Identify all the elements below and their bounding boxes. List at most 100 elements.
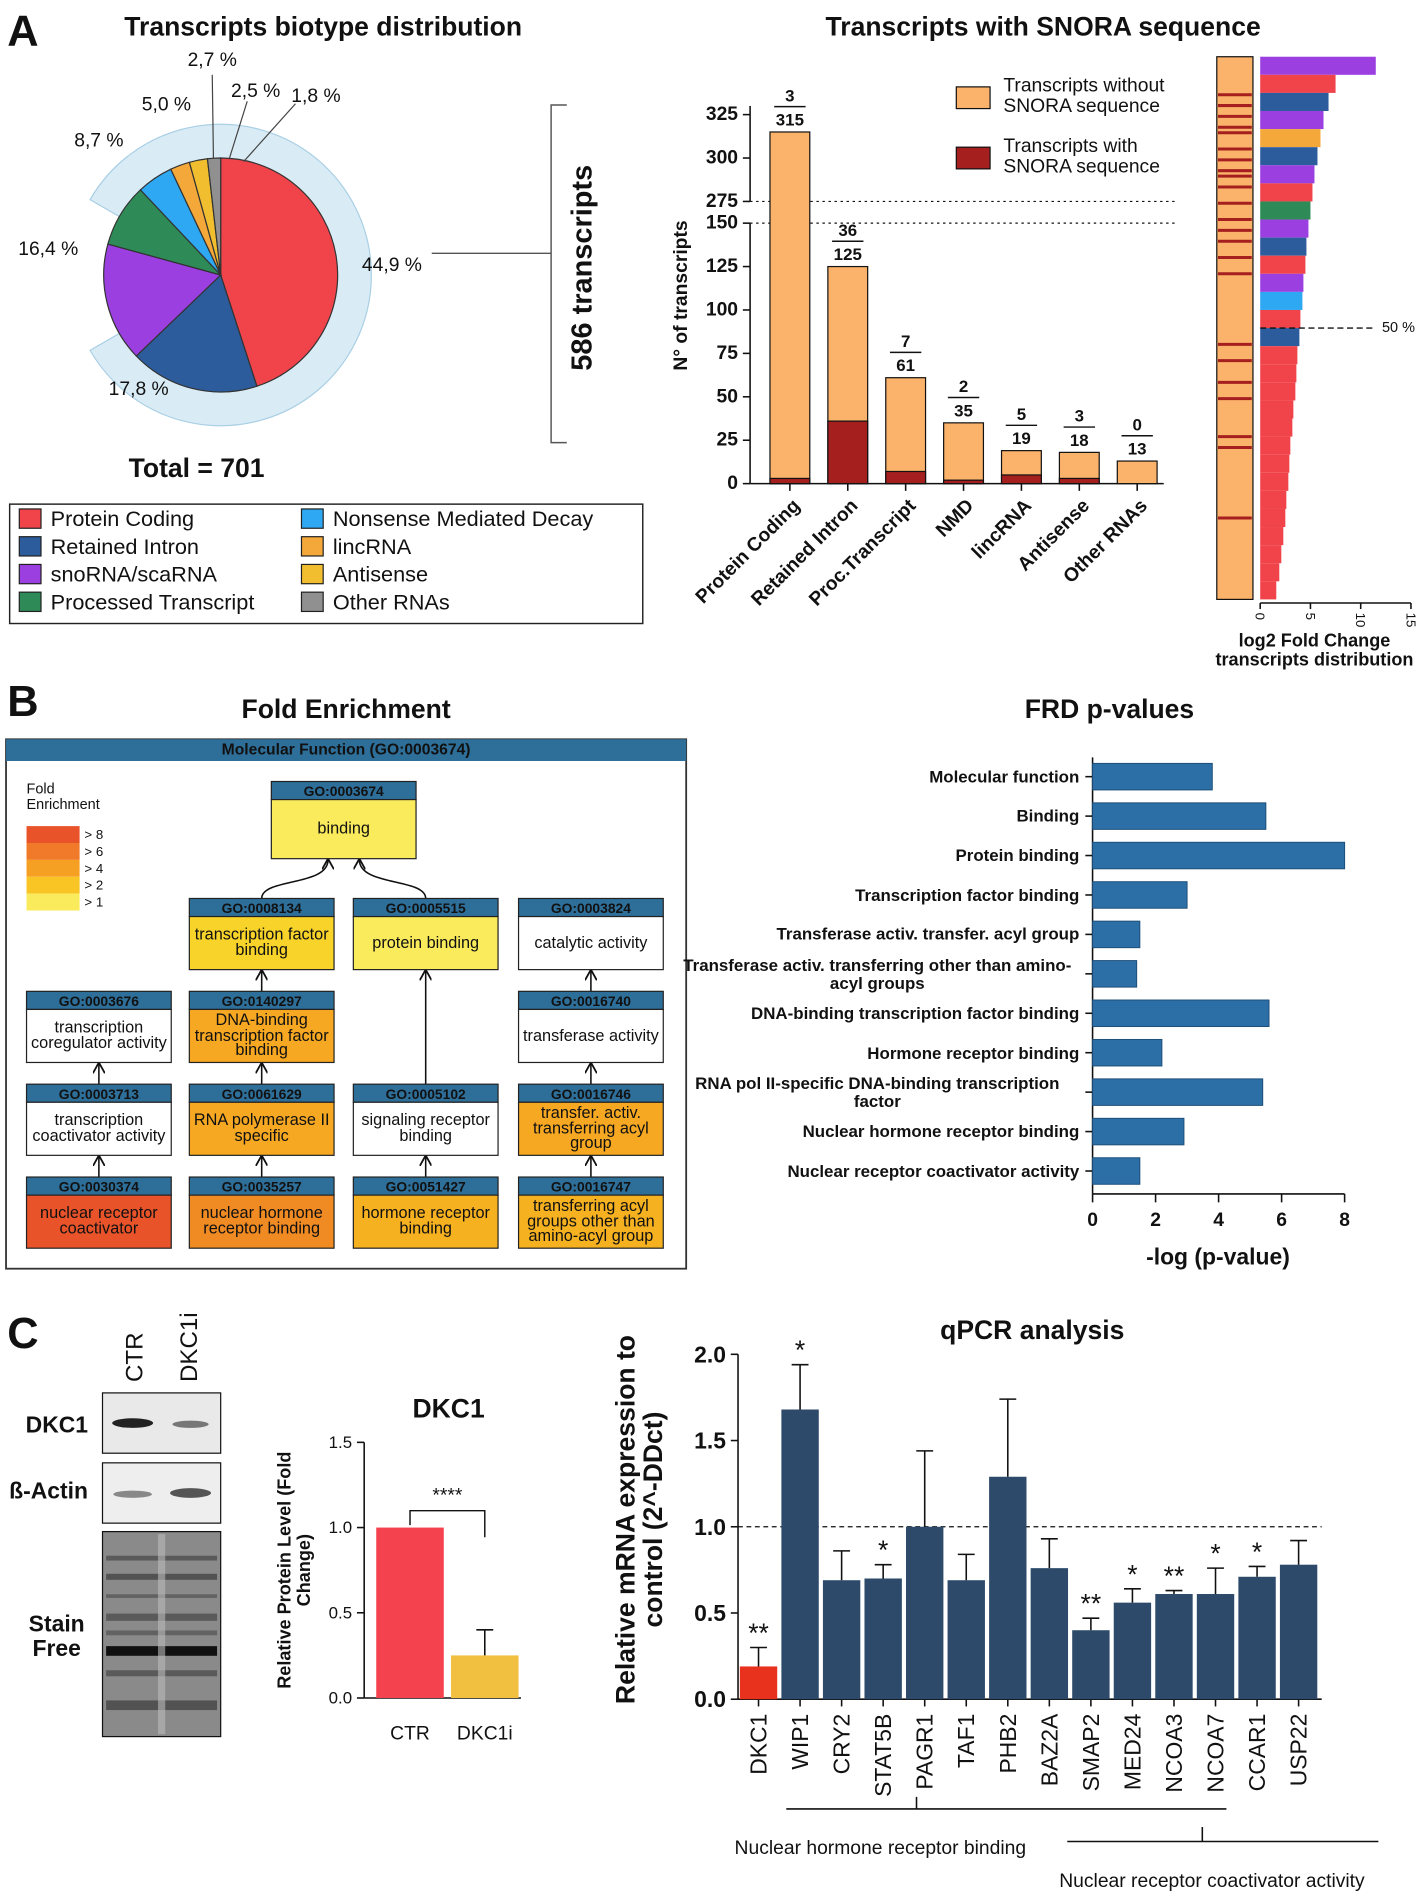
row-label-box: Stain Free xyxy=(29,1613,85,1661)
legend-label: > 6 xyxy=(84,844,103,859)
x-tick-label: NCOA3 xyxy=(1161,1714,1187,1793)
bar xyxy=(864,1578,902,1700)
y-axis-label-box: Relative Protein Level (Fold Change) xyxy=(275,1452,314,1689)
x-tick-label: CTR xyxy=(390,1724,430,1745)
bar xyxy=(1260,165,1315,184)
node-body xyxy=(25,1008,172,1064)
data-label: 61 xyxy=(896,356,915,375)
y-tick-label: Hormone receptor binding xyxy=(867,1042,1080,1062)
slice-label: 2,7 % xyxy=(188,50,237,71)
significance-label: **** xyxy=(432,1486,463,1507)
x-tick-label: WIP1 xyxy=(787,1714,813,1770)
y-tick-label: Transferase activ. transfer. acyl group xyxy=(776,924,1080,944)
y-tick-label: 25 xyxy=(717,430,739,451)
strip-column xyxy=(1216,56,1254,601)
node-body xyxy=(25,1101,172,1156)
bar xyxy=(1092,1078,1264,1106)
legend-swatch xyxy=(300,508,324,529)
y-tick-label: Transferase activ. transferring other th… xyxy=(683,954,1072,992)
x-tick-label: 4 xyxy=(1213,1210,1224,1231)
x-tick-label: 6 xyxy=(1276,1210,1287,1231)
panel-letter: C xyxy=(7,1310,38,1358)
node-id: GO:0035257 xyxy=(222,1179,302,1195)
blot-band xyxy=(172,1420,209,1428)
error-bar xyxy=(1290,1539,1308,1565)
bar xyxy=(451,1655,519,1699)
bar xyxy=(1196,1594,1235,1700)
pie-slice xyxy=(135,273,258,393)
bar xyxy=(1092,1117,1185,1146)
data-label: 2 xyxy=(959,377,968,396)
slice-label: 16,4 % xyxy=(18,239,78,260)
bar xyxy=(1092,762,1213,791)
bar xyxy=(739,1666,778,1700)
node-id: GO:0003676 xyxy=(59,993,139,1009)
node-label-box: nuclear hormone receptor binding xyxy=(200,1203,323,1238)
slice-label: 5,0 % xyxy=(142,94,191,115)
bar xyxy=(827,420,869,485)
data-label: 35 xyxy=(954,401,973,420)
bar xyxy=(1260,472,1289,491)
node-label: RNA polymerase II specific xyxy=(193,1110,330,1145)
x-tick-label: 0 xyxy=(1087,1210,1098,1231)
blot-bands xyxy=(106,1533,218,1735)
error-bar xyxy=(1082,1617,1100,1631)
x-tick-label: 2 xyxy=(1150,1210,1161,1231)
error-bar xyxy=(476,1629,494,1656)
total-label: Total = 701 xyxy=(129,453,265,483)
error-bar xyxy=(750,1646,767,1667)
node-id: GO:0030374 xyxy=(59,1179,139,1195)
slice-label: 1,8 % xyxy=(291,86,340,107)
bar xyxy=(906,1526,944,1700)
y-tick-label: Nuclear hormone receptor binding xyxy=(802,1121,1080,1141)
legend-box xyxy=(8,503,644,625)
bar xyxy=(1260,563,1280,582)
legend-label: Protein Coding xyxy=(51,506,194,531)
significance-label: ** xyxy=(1081,1589,1102,1619)
bar xyxy=(1092,881,1188,909)
y-tick-label-box: RNA pol II-specific DNA-binding transcri… xyxy=(695,1074,1059,1109)
group-label: Nuclear receptor coactivator activity xyxy=(1059,1871,1365,1891)
legend-label: Processed Transcript xyxy=(51,589,255,614)
pie-slice xyxy=(220,157,339,387)
x-tick-label: Retained Intron xyxy=(748,495,863,610)
bar xyxy=(1260,346,1298,365)
x-tick-label: PAGR1 xyxy=(912,1714,938,1790)
bar xyxy=(1260,92,1329,111)
bar xyxy=(1260,418,1293,437)
node-label: transcription coregulator activity xyxy=(31,1018,167,1052)
y-tick-label: Binding xyxy=(1016,806,1080,826)
bar xyxy=(1030,1568,1069,1700)
node-label: transferase activity xyxy=(523,1025,659,1044)
node-label: nuclear hormone receptor binding xyxy=(200,1203,323,1238)
bar xyxy=(1155,1594,1193,1700)
legend-swatch xyxy=(26,893,80,911)
bar xyxy=(1116,460,1158,485)
significance-label: * xyxy=(1127,1559,1137,1589)
node-body xyxy=(352,1194,499,1249)
legend-label-box: Transcripts with SNORA sequence xyxy=(1003,138,1160,177)
node-label: protein binding xyxy=(372,932,480,952)
x-tick-label: MED24 xyxy=(1119,1713,1145,1790)
pie-slice xyxy=(206,157,222,276)
data-label: 7 xyxy=(901,332,910,351)
legend-swatch xyxy=(300,591,324,613)
x-tick-label: PHB2 xyxy=(995,1714,1021,1774)
node-label: catalytic activity xyxy=(534,932,648,952)
x-tick-label: DKC1 xyxy=(746,1714,772,1775)
bar xyxy=(1260,454,1290,473)
y-tick-label-box: Molecular function xyxy=(929,767,1079,785)
bar xyxy=(769,477,811,485)
error-bar xyxy=(916,1450,934,1527)
x-tick-label: 10 xyxy=(1353,613,1368,628)
bar xyxy=(1092,920,1141,949)
y-tick-label: 125 xyxy=(706,256,738,277)
legend-label: lincRNA xyxy=(333,534,412,559)
y-tick-label: Transcription factor binding xyxy=(855,884,1080,905)
bar xyxy=(1260,219,1309,238)
bracket xyxy=(431,104,567,444)
y-tick-label: 325 xyxy=(706,104,738,125)
y-tick-label-box: DNA-binding transcription factor binding xyxy=(751,1004,1079,1022)
